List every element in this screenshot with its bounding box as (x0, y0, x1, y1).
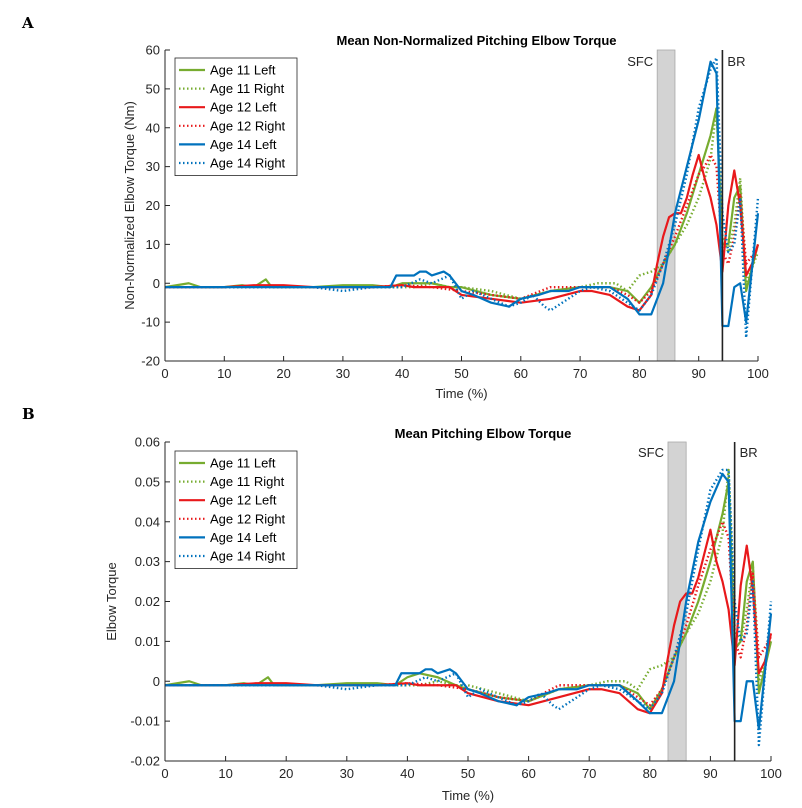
a-sfc-band (656, 49, 676, 362)
a-y-tick-label: 10 (146, 237, 160, 252)
b-legend-label-age-11-left: Age 11 Left (210, 456, 276, 471)
a-x-tick-label: 10 (217, 366, 231, 381)
b-legend-label-age-12-right: Age 12 Right (210, 511, 286, 526)
b-x-tick-label: 50 (461, 766, 475, 781)
b-legend-label-age-14-left: Age 14 Left (210, 530, 277, 545)
a-x-tick-label: 100 (747, 366, 769, 381)
b-br-label: BR (740, 445, 758, 460)
a-y-tick-label: -20 (141, 354, 160, 369)
a-y-tick-label: 60 (146, 43, 160, 58)
chart-a: SFC BR 0 10 20 30 40 50 60 70 80 90 100 -20 -10 0 10 20 30… (122, 33, 769, 401)
b-legend-box (174, 450, 298, 569)
b-series-age-11-right (165, 468, 773, 703)
b-y-tick-label: 0.03 (135, 554, 160, 569)
b-y-tick-label: 0 (153, 674, 160, 689)
a-y-tick-label: 30 (146, 159, 160, 174)
a-x-tick-label: 40 (395, 366, 409, 381)
a-x-tick-label: 80 (632, 366, 646, 381)
b-legend-label-age-11-right: Age 11 Right (210, 474, 285, 489)
b-x-tick-label: 70 (582, 766, 596, 781)
a-x-tick-label: 90 (691, 366, 705, 381)
b-legend-label-age-14-right: Age 14 Right (210, 549, 286, 564)
a-y-tick-label: 20 (146, 198, 160, 213)
b-legend-label-age-12-left: Age 12 Left (210, 493, 277, 508)
b-x-axis-label: Time (%) (442, 788, 494, 803)
a-x-tick-label: 20 (276, 366, 290, 381)
b-x-tick-label: 20 (279, 766, 293, 781)
b-x-tick-label: 90 (703, 766, 717, 781)
b-x-tick-label: 100 (760, 766, 782, 781)
a-legend-label-age-11-left: Age 11 Left (210, 63, 276, 78)
b-sfc-band (667, 441, 687, 762)
a-y-tick-label: 40 (146, 120, 160, 135)
a-x-tick-label: 60 (514, 366, 528, 381)
b-x-tick-label: 30 (340, 766, 354, 781)
b-x-tick-label: 10 (218, 766, 232, 781)
b-y-tick-label: -0.01 (130, 714, 160, 729)
panel-label-a: A (22, 14, 34, 32)
a-x-tick-label: 30 (336, 366, 350, 381)
a-legend: Age 11 Left Age 11 Right Age 12 Left Age 12… (174, 57, 298, 176)
a-legend-label-age-12-left: Age 12 Left (210, 100, 277, 115)
a-br-label: BR (727, 54, 745, 69)
b-x-tick-label: 80 (643, 766, 657, 781)
a-legend-label-age-12-right: Age 12 Right (210, 118, 286, 133)
a-legend-label-age-14-right: Age 14 Right (210, 156, 286, 171)
a-y-axis-label: Non-Normalized Elbow Torque (Nm) (122, 101, 137, 310)
b-legend: Age 11 Left Age 11 Right Age 12 Left Age 12… (174, 450, 298, 569)
b-x-tick-label: 0 (161, 766, 168, 781)
b-y-tick-label: 0.02 (135, 594, 160, 609)
chart-b: SFC BR 0 10 20 30 40 50 60 70 80 90 100 -0.02 -0.01 0 0.… (104, 426, 782, 803)
b-y-tick-label: 0.04 (135, 514, 160, 529)
a-y-tick-label: 0 (153, 276, 160, 291)
panel-label-b: B (22, 405, 35, 423)
a-y-tick-label: 50 (146, 81, 160, 96)
a-series-age-14-right (165, 56, 760, 339)
b-series-age-14-right (165, 468, 773, 747)
a-legend-label-age-11-right: Age 11 Right (210, 81, 285, 96)
b-y-tick-label: 0.06 (135, 435, 160, 450)
b-sfc-label: SFC (638, 445, 664, 460)
a-x-tick-label: 0 (161, 366, 168, 381)
b-x-tick-label: 60 (521, 766, 535, 781)
a-legend-label-age-14-left: Age 14 Left (210, 137, 277, 152)
a-legend-box (174, 57, 298, 176)
b-y-tick-label: 0.05 (135, 474, 160, 489)
a-x-tick-label: 70 (573, 366, 587, 381)
a-x-tick-label: 50 (454, 366, 468, 381)
a-x-axis-label: Time (%) (435, 386, 487, 401)
b-y-tick-label: 0.01 (135, 634, 160, 649)
b-y-tick-label: -0.02 (130, 754, 160, 769)
b-x-tick-label: 40 (400, 766, 414, 781)
b-chart-title: Mean Pitching Elbow Torque (395, 426, 572, 441)
a-chart-title: Mean Non-Normalized Pitching Elbow Torqu… (337, 33, 617, 48)
a-sfc-label: SFC (627, 54, 653, 69)
a-y-tick-label: -10 (141, 315, 160, 330)
b-y-axis-label: Elbow Torque (104, 562, 119, 641)
